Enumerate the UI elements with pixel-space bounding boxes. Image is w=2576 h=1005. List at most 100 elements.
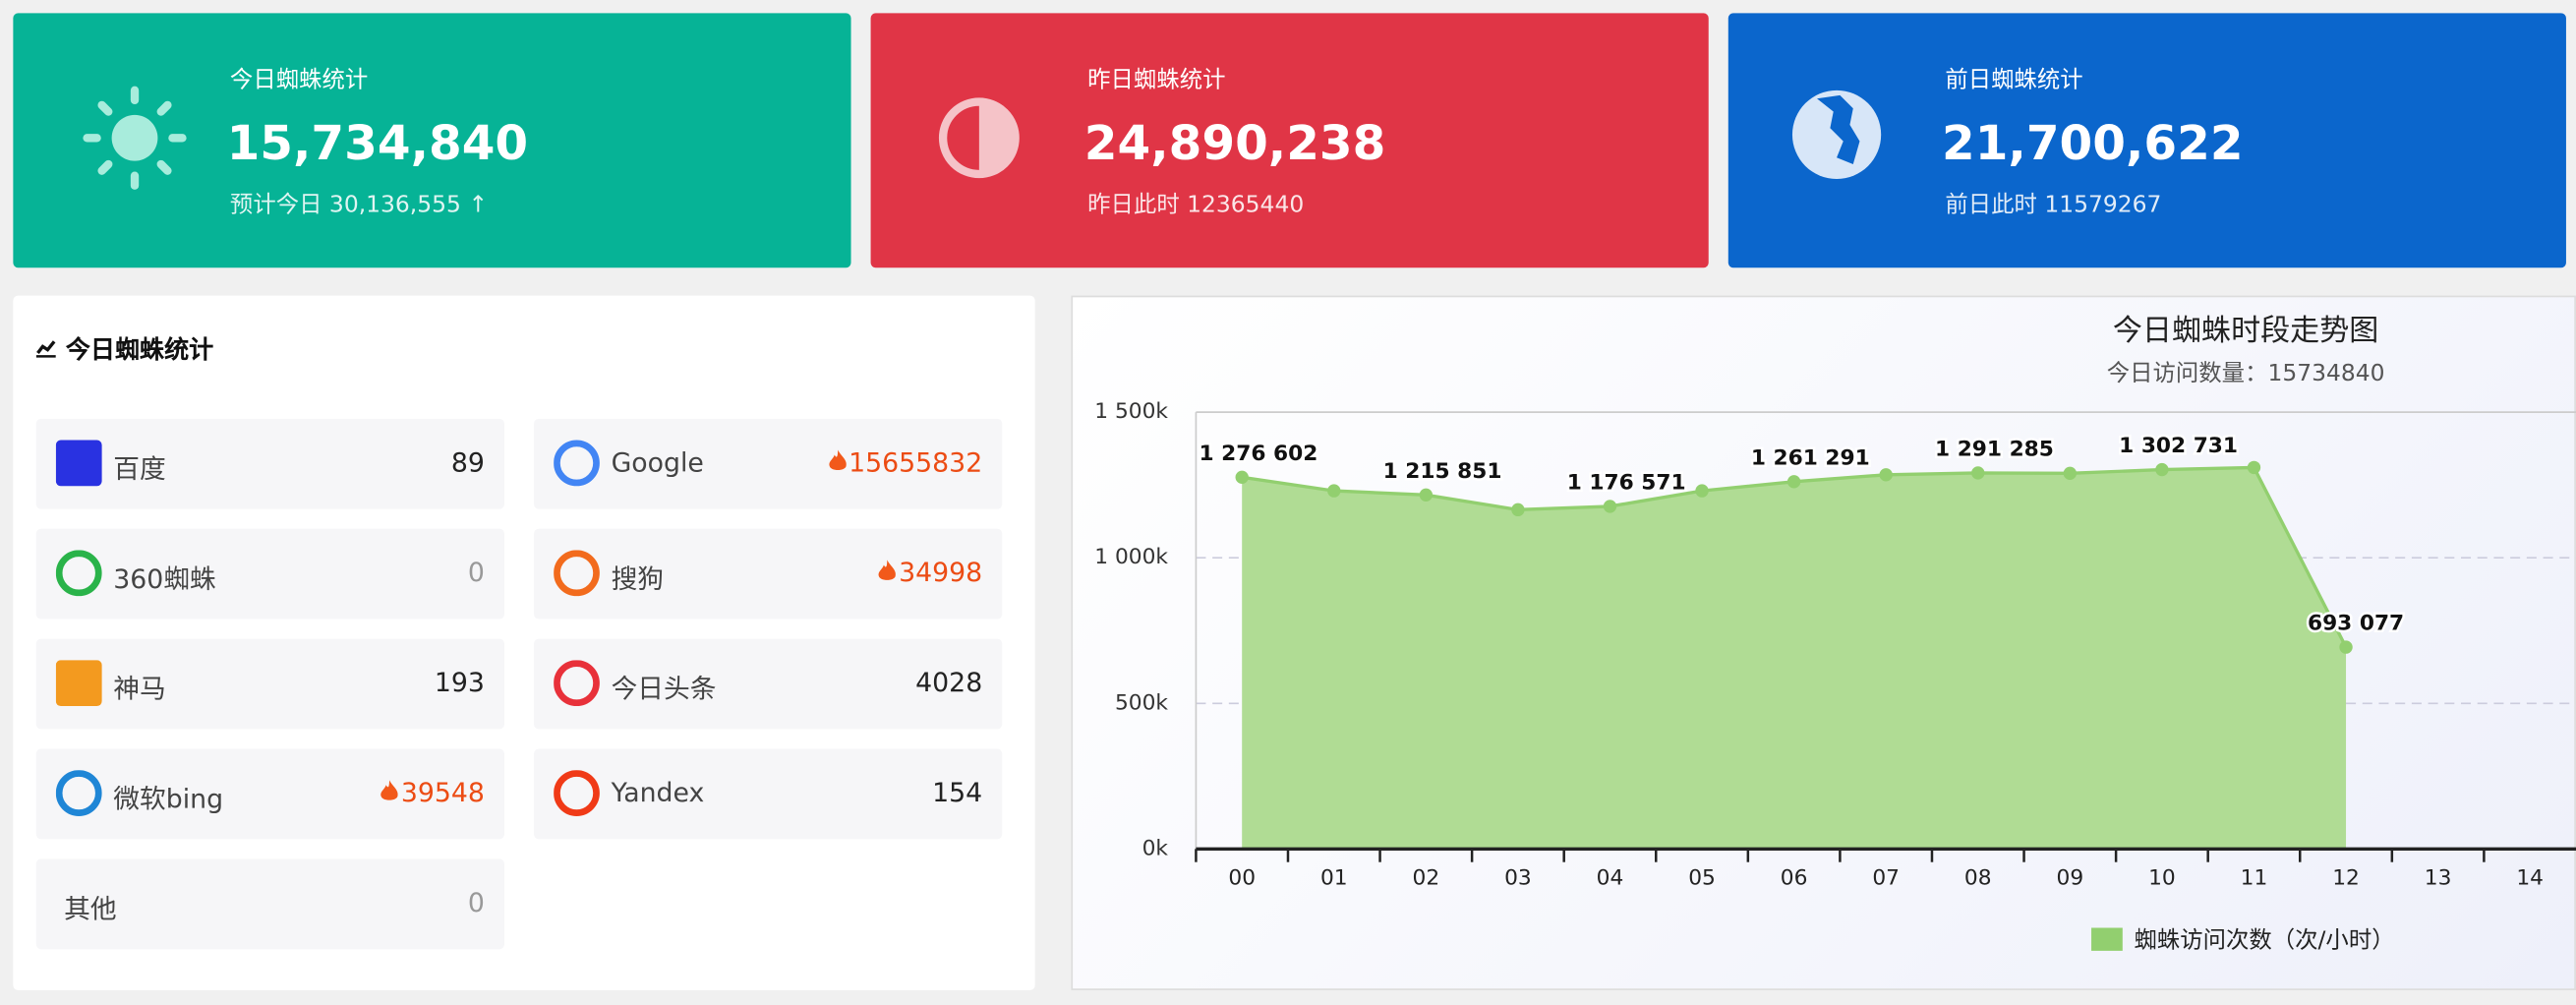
logo bbox=[55, 550, 102, 597]
logo bbox=[554, 770, 600, 816]
area bbox=[1242, 467, 2347, 850]
count: 4028 bbox=[915, 666, 983, 698]
panel-title: 今日蜘蛛统计 bbox=[65, 334, 214, 365]
item-count: 34998 bbox=[877, 557, 982, 588]
count: 39548 bbox=[400, 776, 485, 808]
stat-card: 今日蜘蛛统计 15,734,840 预计今日 30,136,555 ↑ bbox=[13, 13, 851, 268]
count: 15655832 bbox=[849, 446, 983, 478]
stat-item: 其他 0 bbox=[35, 858, 504, 950]
item-count: 193 bbox=[435, 667, 485, 698]
count: 34998 bbox=[899, 557, 983, 588]
x-tick-label: 07 bbox=[1872, 865, 1900, 890]
sub-value: 11579267 bbox=[2044, 192, 2162, 219]
flame-icon bbox=[878, 560, 897, 580]
x-tick-label: 01 bbox=[1320, 865, 1348, 890]
data-label: 1 261 291 bbox=[1751, 445, 1870, 470]
stat-card: 昨日蜘蛛统计 24,890,238 昨日此时 12365440 bbox=[870, 13, 1709, 268]
item-name: 微软bing bbox=[113, 783, 224, 815]
legend-swatch bbox=[2091, 927, 2123, 951]
card-value: 24,890,238 bbox=[1083, 114, 1386, 171]
point bbox=[1879, 468, 1893, 482]
item-name: 百度 bbox=[113, 452, 166, 485]
x-tick-label: 05 bbox=[1688, 865, 1716, 890]
y-tick-label: 500k bbox=[1115, 690, 1168, 715]
card-value: 15,734,840 bbox=[226, 114, 529, 171]
logo bbox=[55, 440, 102, 487]
stat-item: 360蜘蛛 0 bbox=[35, 528, 504, 620]
item-count: 39548 bbox=[380, 777, 485, 808]
card-sub: 前日此时 11579267 bbox=[1945, 187, 2161, 219]
stat-item: 微软bing 39548 bbox=[35, 748, 504, 840]
x-tick-label: 06 bbox=[1781, 865, 1808, 890]
x-tick-label: 14 bbox=[2516, 865, 2544, 890]
stat-card: 前日蜘蛛统计 21,700,622 前日此时 11579267 bbox=[1727, 13, 2566, 268]
item-name: 360蜘蛛 bbox=[113, 562, 216, 595]
point bbox=[2339, 640, 2353, 654]
point bbox=[1235, 470, 1249, 484]
point bbox=[2063, 466, 2078, 481]
data-label: 1 302 731 bbox=[2119, 434, 2238, 458]
flame bbox=[381, 780, 398, 800]
logo bbox=[55, 770, 102, 816]
stats-panel: 今日蜘蛛统计 百度 89 Google 15655832 360蜘蛛 0 搜狗 34998 神马… bbox=[13, 295, 1035, 990]
x-tick-label: 08 bbox=[1964, 865, 1992, 890]
logo-shape bbox=[55, 440, 102, 487]
card-sub: 昨日此时 12365440 bbox=[1087, 187, 1304, 219]
flame bbox=[878, 560, 897, 580]
count: 0 bbox=[467, 886, 485, 918]
card-value: 21,700,622 bbox=[1942, 114, 2244, 171]
x-tick-label: 12 bbox=[2332, 865, 2360, 890]
x-tick-label: 11 bbox=[2241, 865, 2268, 890]
stat-item: 百度 89 bbox=[35, 418, 504, 509]
y-tick-label: 1 000k bbox=[1094, 545, 1168, 569]
flame bbox=[828, 449, 847, 471]
stat-item: 搜狗 34998 bbox=[534, 528, 1003, 620]
up-arrow: ↑ bbox=[460, 192, 488, 219]
sub-value: 12365440 bbox=[1187, 192, 1305, 219]
logo bbox=[554, 660, 600, 707]
stat-item: 神马 193 bbox=[35, 638, 504, 730]
item-name: 其他 bbox=[64, 893, 117, 925]
point bbox=[1603, 500, 1617, 513]
logo bbox=[554, 550, 600, 597]
logo-shape bbox=[554, 550, 600, 597]
point bbox=[1511, 502, 1525, 517]
card-title: 今日蜘蛛统计 bbox=[229, 67, 369, 94]
stat-item: Google 15655832 bbox=[534, 418, 1003, 509]
flame-icon bbox=[381, 780, 398, 800]
count: 89 bbox=[450, 446, 485, 478]
point bbox=[1695, 484, 1709, 498]
x-tick-label: 00 bbox=[1228, 865, 1256, 890]
item-count: 0 bbox=[468, 557, 485, 588]
stat-item: Yandex 154 bbox=[534, 748, 1003, 840]
count: 154 bbox=[932, 776, 983, 808]
x-tick-label: 09 bbox=[2057, 865, 2084, 890]
item-name: Yandex bbox=[611, 776, 705, 808]
point bbox=[2155, 462, 2169, 477]
point bbox=[1786, 475, 1801, 489]
x-tick-label: 03 bbox=[1504, 865, 1532, 890]
point bbox=[1419, 488, 1434, 502]
item-count: 89 bbox=[451, 446, 485, 478]
y-tick-label: 1 500k bbox=[1094, 399, 1168, 424]
data-label: 1 276 602 bbox=[1199, 442, 1317, 466]
data-label: 1 215 851 bbox=[1383, 459, 1502, 484]
x-tick-label: 04 bbox=[1597, 865, 1624, 890]
legend-label: 蜘蛛访问次数（次/小时） bbox=[2134, 925, 2394, 953]
point bbox=[1327, 484, 1341, 498]
sub-value: 30,136,555 bbox=[328, 192, 461, 219]
item-name: Google bbox=[611, 446, 704, 478]
y-tick-label: 0k bbox=[1142, 836, 1169, 860]
sub-label: 前日此时 bbox=[1945, 192, 2037, 219]
card-title: 前日蜘蛛统计 bbox=[1945, 67, 2083, 94]
point bbox=[2247, 460, 2261, 475]
data-label: 1 291 285 bbox=[1935, 438, 2054, 462]
logo-shape bbox=[55, 550, 102, 597]
item-count: 154 bbox=[932, 777, 982, 808]
data-label: 693 077 bbox=[2308, 612, 2404, 636]
chart-panel: 今日蜘蛛时段走势图 今日访问数量：15734840 0k 500k 1 000k 1 … bbox=[1071, 295, 2576, 990]
logo bbox=[554, 440, 600, 487]
count: 0 bbox=[467, 557, 485, 588]
trend-icon bbox=[35, 340, 56, 358]
